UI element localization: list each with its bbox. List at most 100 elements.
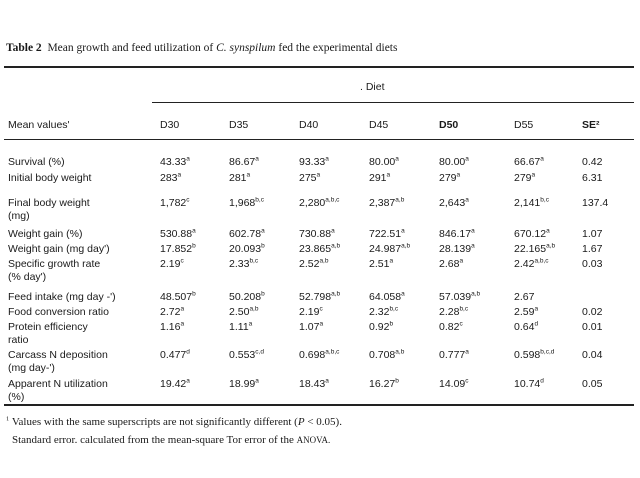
row-label: ratio	[8, 334, 29, 346]
significance-superscript: a	[325, 377, 329, 385]
cell-value: 57.039	[439, 291, 472, 303]
table-cell: 846.17a	[439, 228, 475, 240]
table-cell: 18.99a	[229, 378, 259, 390]
se-cell: 0.04	[582, 349, 603, 361]
row-label: Initial body weight	[8, 172, 92, 184]
significance-superscript: a	[456, 171, 461, 179]
cell-value: 24.987	[369, 243, 402, 255]
column-header-d50: D50	[439, 119, 459, 131]
table-cell: 0.92b	[369, 321, 393, 333]
table-cell: 0.598b,c,d	[514, 349, 554, 361]
significance-superscript: b	[192, 290, 196, 298]
significance-superscript: c,d	[255, 348, 264, 356]
significance-superscript: b,c	[540, 196, 549, 204]
table-cell: 1,968b,c	[229, 197, 264, 209]
table-cell: 530.88a	[160, 228, 196, 240]
significance-superscript: a,b,c	[325, 196, 340, 204]
significance-superscript: a	[465, 348, 469, 356]
table-cell: 48.507b	[160, 291, 196, 303]
cell-value: 2.32	[369, 306, 390, 318]
cell-value: 2.52	[299, 258, 320, 270]
significance-superscript: a	[395, 155, 399, 163]
significance-superscript: a,b	[395, 348, 405, 356]
cell-value: 2.68	[439, 258, 460, 270]
cell-value: 1.11	[229, 321, 249, 333]
cell-value: 80.00	[369, 156, 396, 168]
table-cell: 2.19c	[299, 306, 323, 318]
significance-superscript: b	[261, 242, 265, 250]
row-label: Weight gain (mg day')	[8, 243, 110, 255]
table-cell: 2.33b,c	[229, 258, 258, 270]
significance-superscript: a	[331, 227, 335, 235]
cell-value: 1,968	[229, 197, 256, 209]
cell-value: 279	[439, 172, 457, 184]
footnote-1-stat: P	[297, 416, 305, 428]
cell-value: 275	[299, 172, 317, 184]
footnote-2-abbrev: ANOVA.	[296, 435, 331, 445]
significance-superscript: a	[180, 320, 185, 328]
footnote-mark: 1	[6, 415, 10, 423]
significance-superscript: a	[319, 320, 324, 328]
significance-superscript: a	[531, 171, 536, 179]
table-cell: 23.865a,b	[299, 243, 340, 255]
cell-value: 1.07	[299, 321, 320, 333]
significance-superscript: a	[401, 290, 405, 298]
cell-value: 602.78	[229, 228, 262, 240]
diet-rule	[152, 102, 634, 103]
row-label: Survival (%)	[8, 156, 65, 168]
significance-superscript: a	[389, 257, 394, 265]
table-cell: 2,280a,b,c	[299, 197, 339, 209]
row-label: (% day')	[8, 271, 47, 283]
significance-superscript: a	[255, 377, 259, 385]
se-cell: 1.07	[582, 228, 603, 240]
significance-superscript: c	[459, 320, 463, 328]
cell-value: 0.64	[514, 321, 535, 333]
table-cell: 730.88a	[299, 228, 335, 240]
table-cell: 43.33a	[160, 156, 190, 168]
cell-value: 0.598	[514, 349, 541, 361]
se-cell: 0.01	[582, 321, 603, 333]
table-cell: 50.208b	[229, 291, 265, 303]
table-cell: 18.43a	[299, 378, 329, 390]
significance-superscript: a	[255, 155, 259, 163]
cell-value: 17.852	[160, 243, 193, 255]
top-rule	[4, 66, 634, 68]
table-cell: 291a	[369, 172, 390, 184]
table-cell: 14.09c	[439, 378, 469, 390]
significance-superscript: a,b	[331, 290, 341, 298]
cell-value: 16.27	[369, 378, 396, 390]
significance-superscript: a	[386, 171, 391, 179]
cell-value: 50.208	[229, 291, 262, 303]
cell-value: 19.42	[160, 378, 187, 390]
cell-value: 23.865	[299, 243, 332, 255]
significance-superscript: a	[465, 155, 469, 163]
cell-value: 93.33	[299, 156, 326, 168]
header-rule	[4, 139, 634, 140]
table-cell: 2.51a	[369, 258, 393, 270]
table-cell: 1.11a	[229, 321, 252, 333]
table-cell: 2.28b,c	[439, 306, 468, 318]
cell-value: 2.72	[160, 306, 181, 318]
cell-value: 730.88	[299, 228, 332, 240]
significance-superscript: a	[534, 305, 539, 313]
table-cell: 20.093b	[229, 243, 265, 255]
significance-superscript: c	[465, 377, 469, 385]
cell-value: 66.67	[514, 156, 541, 168]
cell-value: 670.12	[514, 228, 547, 240]
row-label: Weight gain (%)	[8, 228, 83, 240]
significance-superscript: b	[389, 320, 394, 328]
table-cell: 2.19c	[160, 258, 184, 270]
table-cell: 0.777a	[439, 349, 469, 361]
footnote-1: 1 Values with the same superscripts are …	[6, 416, 342, 428]
table-cell: 275a	[299, 172, 320, 184]
footnote-2: Standard error. calculated from the mean…	[12, 434, 330, 446]
cell-value: 20.093	[229, 243, 262, 255]
cell-value: 2.59	[514, 306, 535, 318]
cell-value: 2.33	[229, 258, 250, 270]
se-cell: 6.31	[582, 172, 603, 184]
table-cell: 279a	[439, 172, 460, 184]
significance-superscript: a,b	[546, 242, 556, 250]
column-header-d40: D40	[299, 119, 319, 131]
table-cell: 19.42a	[160, 378, 190, 390]
se-cell: 1.67	[582, 243, 603, 255]
